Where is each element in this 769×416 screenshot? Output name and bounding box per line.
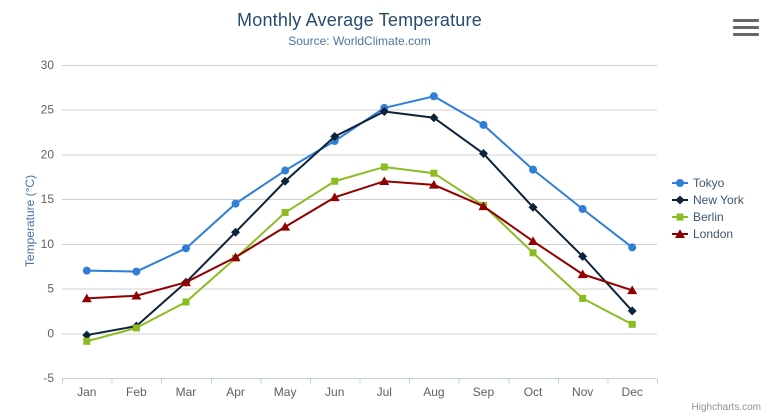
data-point-berlin[interactable] xyxy=(182,298,190,306)
series-line-tokyo xyxy=(85,95,634,273)
data-point-new-york[interactable] xyxy=(280,176,290,186)
diamond-marker-icon xyxy=(672,195,688,205)
highcharts-credits-link[interactable]: Highcharts.com xyxy=(691,402,761,413)
legend-label: Tokyo xyxy=(693,176,725,190)
legend-label: Berlin xyxy=(693,210,724,224)
x-axis-label: Aug xyxy=(423,385,444,399)
data-point-london[interactable] xyxy=(577,269,588,279)
data-point-tokyo[interactable] xyxy=(479,120,488,129)
data-point-new-york[interactable] xyxy=(528,202,538,212)
legend-item-new-york[interactable]: New York xyxy=(672,192,744,208)
legend-item-london[interactable]: London xyxy=(672,226,744,242)
data-point-berlin[interactable] xyxy=(430,169,438,177)
legend-item-berlin[interactable]: Berlin xyxy=(672,209,744,225)
x-axis-label: Oct xyxy=(524,385,543,399)
chart-subtitle: Source: WorldClimate.com xyxy=(288,34,431,48)
data-point-london[interactable] xyxy=(180,277,191,287)
data-point-new-york[interactable] xyxy=(231,227,241,237)
data-point-london[interactable] xyxy=(379,176,390,186)
grid-lines xyxy=(62,65,657,379)
x-axis-labels: Jan Feb Mar Apr May Jun Jul Aug Sep Oct Nov Dec xyxy=(77,385,643,399)
x-axis-label: Sep xyxy=(473,385,495,399)
data-point-tokyo[interactable] xyxy=(529,165,538,174)
data-point-berlin[interactable] xyxy=(132,324,140,332)
y-axis-label: 30 xyxy=(41,58,55,72)
data-point-london[interactable] xyxy=(528,236,539,245)
data-point-london[interactable] xyxy=(428,180,439,189)
x-axis-label: Jun xyxy=(325,385,344,399)
data-point-berlin[interactable] xyxy=(529,249,537,257)
data-point-london[interactable] xyxy=(627,285,638,295)
y-axis-label: 25 xyxy=(41,103,55,117)
y-axis-label: 5 xyxy=(47,282,54,296)
data-point-berlin[interactable] xyxy=(579,294,587,302)
data-point-new-york[interactable] xyxy=(627,306,637,316)
data-point-london[interactable] xyxy=(280,222,291,231)
chart-context-menu-button[interactable] xyxy=(733,19,759,36)
hamburger-icon xyxy=(733,33,759,36)
legend-label: London xyxy=(693,227,734,241)
hamburger-icon xyxy=(733,26,759,29)
data-point-london[interactable] xyxy=(230,252,241,262)
data-point-new-york[interactable] xyxy=(578,251,588,261)
x-axis-label: Dec xyxy=(622,385,643,399)
data-point-tokyo[interactable] xyxy=(578,204,587,213)
x-axis-label: Apr xyxy=(226,385,245,399)
data-point-london[interactable] xyxy=(478,201,489,211)
data-point-berlin[interactable] xyxy=(331,177,339,185)
data-point-berlin[interactable] xyxy=(628,320,636,328)
hamburger-icon xyxy=(733,19,759,22)
legend: Tokyo New York Berlin London xyxy=(672,175,744,243)
y-axis-label: 15 xyxy=(41,192,55,206)
data-point-london[interactable] xyxy=(131,290,142,300)
data-point-new-york[interactable] xyxy=(429,113,439,123)
chart-title: Monthly Average Temperature xyxy=(237,10,482,30)
data-point-tokyo[interactable] xyxy=(132,267,141,276)
series-line-new-york xyxy=(85,110,634,337)
x-axis-label: Jan xyxy=(77,385,96,399)
y-axis-labels: -5 0 5 10 15 20 25 30 xyxy=(41,58,55,385)
x-axis-label: Jul xyxy=(377,385,392,399)
data-point-tokyo[interactable] xyxy=(281,166,290,175)
x-axis-label: Mar xyxy=(176,385,197,399)
data-point-tokyo[interactable] xyxy=(628,243,637,252)
y-axis-label: -5 xyxy=(43,371,54,385)
y-axis-label: 0 xyxy=(47,326,54,340)
x-axis-label: Nov xyxy=(572,385,593,399)
data-point-new-york[interactable] xyxy=(379,107,389,117)
data-point-tokyo[interactable] xyxy=(181,244,190,253)
legend-label: New York xyxy=(693,193,744,207)
data-point-london[interactable] xyxy=(329,192,340,202)
data-point-tokyo[interactable] xyxy=(429,92,438,101)
data-point-berlin[interactable] xyxy=(281,209,289,217)
data-point-new-york[interactable] xyxy=(82,330,92,340)
data-point-new-york[interactable] xyxy=(478,149,488,159)
triangle-marker-icon xyxy=(672,229,688,238)
data-point-new-york[interactable] xyxy=(330,132,340,142)
data-point-tokyo[interactable] xyxy=(231,199,240,208)
y-axis-title: Temperature (°C) xyxy=(23,174,37,268)
data-point-berlin[interactable] xyxy=(83,337,91,345)
series-london xyxy=(81,176,638,303)
data-point-tokyo[interactable] xyxy=(82,266,91,275)
x-axis xyxy=(62,378,658,384)
x-axis-label: May xyxy=(274,385,297,399)
series-tokyo xyxy=(82,92,637,276)
y-axis-label: 20 xyxy=(41,147,55,161)
series-line-london xyxy=(85,180,634,300)
y-axis-label: 10 xyxy=(41,237,55,251)
series-new-york xyxy=(82,107,637,340)
circle-marker-icon xyxy=(672,179,688,187)
data-point-berlin[interactable] xyxy=(380,163,388,171)
square-marker-icon xyxy=(672,213,688,221)
x-axis-label: Feb xyxy=(126,385,147,399)
legend-item-tokyo[interactable]: Tokyo xyxy=(672,175,744,191)
series-line-berlin xyxy=(85,165,634,343)
data-point-london[interactable] xyxy=(81,293,92,303)
